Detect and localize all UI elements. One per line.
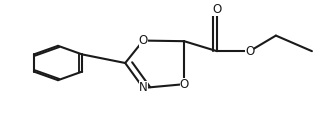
Text: O: O	[180, 78, 189, 91]
Text: O: O	[139, 34, 148, 47]
Text: O: O	[245, 45, 254, 58]
Text: N: N	[139, 81, 148, 94]
Text: O: O	[212, 3, 221, 16]
